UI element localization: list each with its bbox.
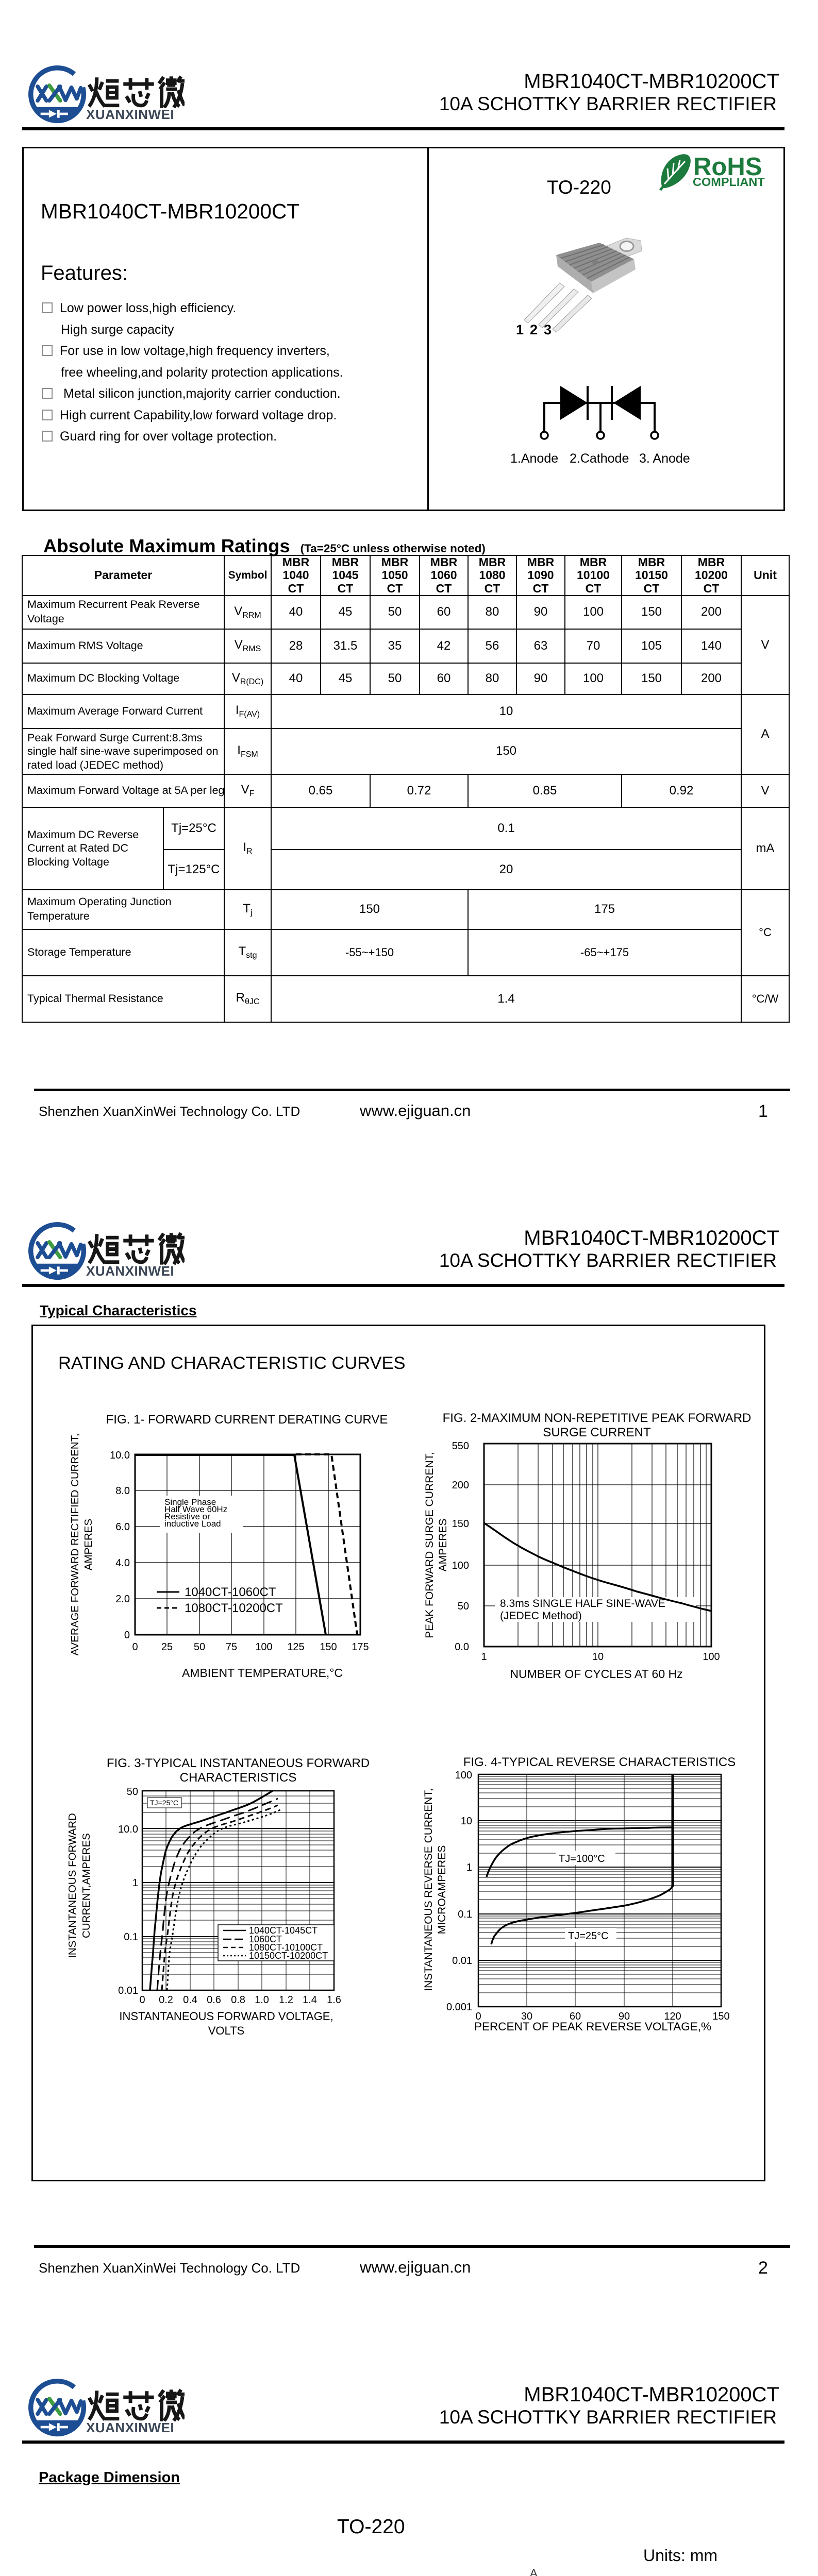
svg-text:PEAK FORWARD SURGE CURRENT,: PEAK FORWARD SURGE CURRENT,	[424, 1452, 436, 1638]
svg-text:3. Anode: 3. Anode	[639, 451, 690, 466]
svg-text:8.3ms SINGLE HALF SINE-WAVE: 8.3ms SINGLE HALF SINE-WAVE	[500, 1598, 665, 1609]
svg-text:8.0: 8.0	[115, 1485, 130, 1497]
svg-text:150: 150	[712, 2011, 729, 2022]
svg-text:10: 10	[461, 1816, 472, 1827]
svg-text:1040CT-1045CT: 1040CT-1045CT	[249, 1925, 318, 1936]
svg-text:1.Anode: 1.Anode	[510, 451, 558, 466]
svg-text:TJ=25°C: TJ=25°C	[568, 1930, 609, 1942]
svg-text:0.6: 0.6	[207, 1994, 221, 2006]
svg-text:0.01: 0.01	[118, 1985, 138, 1996]
svg-text:10.0: 10.0	[110, 1450, 130, 1461]
svg-text:TJ=25°C: TJ=25°C	[150, 1799, 178, 1807]
svg-text:1040CT-1060CT: 1040CT-1060CT	[185, 1585, 276, 1599]
svg-text:RoHS: RoHS	[693, 153, 762, 181]
svg-text:INSTANTANEOUS FORWARD VOLTAGE,: INSTANTANEOUS FORWARD VOLTAGE,	[119, 2010, 333, 2023]
svg-text:CURRENT,AMPERES: CURRENT,AMPERES	[80, 1833, 92, 1938]
svg-text:FIG. 1- FORWARD CURRENT DERATI: FIG. 1- FORWARD CURRENT DERATING CURVE	[106, 1413, 388, 1427]
svg-text:1080CT-10200CT: 1080CT-10200CT	[185, 1601, 283, 1615]
svg-text:SURGE CURRENT: SURGE CURRENT	[543, 1426, 651, 1439]
svg-text:0.0: 0.0	[455, 1641, 469, 1653]
svg-text:FIG. 3-TYPICAL INSTANTANEOUS F: FIG. 3-TYPICAL INSTANTANEOUS FORWARD	[107, 1756, 370, 1770]
svg-text:120: 120	[664, 2011, 681, 2022]
svg-text:175: 175	[352, 1641, 369, 1653]
svg-text:1: 1	[466, 1862, 472, 1873]
svg-text:1: 1	[516, 322, 524, 337]
svg-text:3: 3	[544, 322, 552, 337]
svg-text:1: 1	[132, 1877, 138, 1889]
svg-text:2.Cathode: 2.Cathode	[570, 451, 629, 466]
svg-text:0.8: 0.8	[231, 1994, 245, 2006]
svg-text:100: 100	[255, 1641, 272, 1653]
svg-text:(JEDEC Method): (JEDEC Method)	[500, 1610, 582, 1622]
svg-text:FIG. 4-TYPICAL REVERSE CHARACT: FIG. 4-TYPICAL REVERSE CHARACTERISTICS	[463, 1755, 736, 1769]
svg-text:75: 75	[226, 1641, 237, 1653]
svg-text:AMBIENT TEMPERATURE,°C: AMBIENT TEMPERATURE,°C	[182, 1666, 343, 1680]
svg-text:AMPERES: AMPERES	[437, 1519, 449, 1572]
svg-text:200: 200	[452, 1480, 469, 1491]
svg-text:10.0: 10.0	[118, 1824, 138, 1835]
svg-text:AMPERES: AMPERES	[82, 1519, 94, 1570]
svg-text:50: 50	[458, 1601, 469, 1612]
svg-text:0: 0	[132, 1641, 138, 1653]
svg-text:1: 1	[481, 1651, 487, 1663]
svg-text:TJ=100°C: TJ=100°C	[559, 1853, 605, 1865]
svg-text:0: 0	[139, 1994, 145, 2006]
svg-text:NUMBER OF CYCLES AT 60 Hz: NUMBER OF CYCLES AT 60 Hz	[510, 1667, 682, 1681]
svg-text:INSTANTANEOUS FORWARD: INSTANTANEOUS FORWARD	[66, 1813, 78, 1958]
svg-text:0.4: 0.4	[183, 1994, 197, 2006]
svg-text:COMPLIANT: COMPLIANT	[693, 175, 765, 189]
svg-text:FIG. 2-MAXIMUM NON-REPETITIVE: FIG. 2-MAXIMUM NON-REPETITIVE PEAK FORWA…	[443, 1411, 752, 1425]
svg-text:0.001: 0.001	[446, 2002, 472, 2013]
svg-text:0: 0	[124, 1630, 130, 1641]
svg-text:1060CT: 1060CT	[249, 1934, 282, 1944]
svg-text:Single Phase: Single Phase	[164, 1497, 216, 1507]
svg-text:6.0: 6.0	[115, 1521, 130, 1533]
svg-text:A: A	[530, 2567, 538, 2576]
svg-text:100: 100	[455, 1770, 472, 1781]
svg-text:CHARACTERISTICS: CHARACTERISTICS	[180, 1771, 297, 1785]
svg-text:0.01: 0.01	[452, 1955, 472, 1967]
svg-text:50: 50	[194, 1641, 205, 1653]
svg-text:1.0: 1.0	[255, 1994, 269, 2006]
svg-text:INSTANTANEOUS REVERSE CURRENT,: INSTANTANEOUS REVERSE CURRENT,	[423, 1788, 435, 1991]
svg-text:AVERAGE FORWARD RECTIFIED CURR: AVERAGE FORWARD RECTIFIED CURRENT,	[69, 1433, 81, 1655]
svg-text:30: 30	[521, 2011, 532, 2022]
svg-text:1.6: 1.6	[327, 1994, 341, 2006]
svg-text:10150CT-10200CT: 10150CT-10200CT	[249, 1951, 328, 1961]
svg-text:100: 100	[703, 1651, 720, 1663]
svg-text:125: 125	[287, 1641, 304, 1653]
svg-text:1080CT-10100CT: 1080CT-10100CT	[249, 1942, 323, 1953]
svg-text:25: 25	[161, 1641, 173, 1653]
svg-text:90: 90	[619, 2011, 630, 2022]
svg-text:60: 60	[570, 2011, 581, 2022]
svg-text:0: 0	[475, 2011, 481, 2022]
svg-text:50: 50	[127, 1786, 138, 1798]
svg-text:1.2: 1.2	[279, 1994, 293, 2006]
svg-text:MICROAMPERES: MICROAMPERES	[436, 1845, 448, 1935]
svg-text:0.1: 0.1	[124, 1931, 138, 1943]
svg-text:100: 100	[452, 1560, 469, 1571]
svg-text:2.0: 2.0	[115, 1594, 130, 1605]
svg-text:10: 10	[592, 1651, 604, 1663]
svg-text:2: 2	[530, 322, 538, 337]
svg-text:550: 550	[452, 1440, 469, 1452]
svg-text:inductive Load: inductive Load	[164, 1519, 221, 1529]
svg-text:PERCENT OF PEAK REVERSE VOLTAG: PERCENT OF PEAK REVERSE VOLTAGE,%	[474, 2020, 711, 2033]
svg-text:Resistive or: Resistive or	[164, 1512, 210, 1521]
svg-text:0.1: 0.1	[458, 1909, 472, 1920]
svg-text:150: 150	[320, 1641, 337, 1653]
svg-text:VOLTS: VOLTS	[208, 2024, 245, 2037]
svg-text:150: 150	[452, 1518, 469, 1530]
svg-text:4.0: 4.0	[115, 1557, 130, 1569]
svg-text:0.2: 0.2	[159, 1994, 173, 2006]
svg-text:Half Wave 60Hz: Half Wave 60Hz	[164, 1504, 227, 1514]
svg-text:1.4: 1.4	[303, 1994, 317, 2006]
